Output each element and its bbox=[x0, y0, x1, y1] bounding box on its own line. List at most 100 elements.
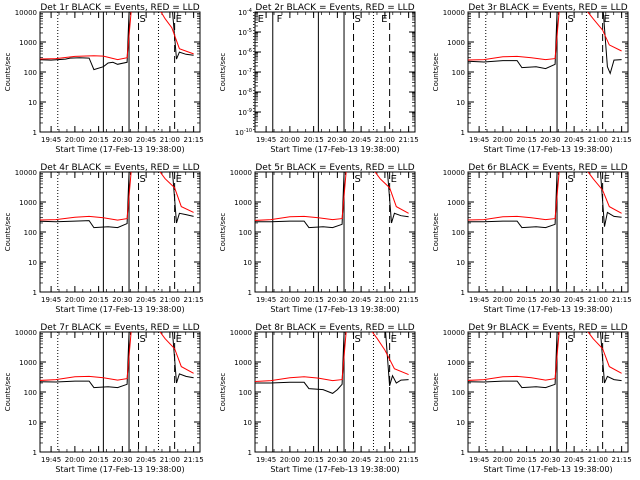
y-tick-label: 10 bbox=[456, 259, 465, 267]
detector-panel-9: Det 9r BLACK = Events, RED = LLD Start Ti… bbox=[432, 323, 632, 474]
y-axis-label: Counts/sec bbox=[432, 213, 440, 252]
events-series-line bbox=[40, 172, 194, 229]
plot-frame bbox=[467, 171, 629, 293]
y-axis-label: Counts/sec bbox=[219, 53, 227, 92]
y-tick-label: 10 bbox=[243, 259, 252, 267]
time-marker-label: S bbox=[140, 334, 146, 345]
x-tick-label: 19:45 bbox=[41, 296, 61, 304]
panel-title: Det 6r BLACK = Events, RED = LLD bbox=[468, 163, 627, 173]
y-tick-label: 100 bbox=[24, 69, 37, 77]
x-axis-label: Start Time (17-Feb-13 19:38:00) bbox=[483, 305, 612, 314]
x-axis-label: Start Time (17-Feb-13 19:38:00) bbox=[270, 305, 399, 314]
panel-title: Det 9r BLACK = Events, RED = LLD bbox=[468, 323, 627, 333]
events-series-line bbox=[468, 332, 622, 389]
x-tick-label: 21:15 bbox=[399, 456, 419, 464]
panel-title: Det 1r BLACK = Events, RED = LLD bbox=[40, 3, 199, 13]
y-tick-label: 1000 bbox=[234, 359, 252, 367]
x-tick-label: 20:45 bbox=[564, 296, 584, 304]
x-tick-label: 20:30 bbox=[112, 136, 132, 144]
x-tick-label: 19:45 bbox=[41, 456, 61, 464]
y-tick-label: 10-7 bbox=[238, 68, 252, 77]
x-axis-label: Start Time (17-Feb-13 19:38:00) bbox=[55, 465, 184, 474]
y-tick-label: 10 bbox=[28, 259, 37, 267]
x-tick-label: 19:45 bbox=[469, 456, 489, 464]
plot-frame bbox=[39, 331, 201, 453]
x-tick-label: 20:15 bbox=[89, 296, 109, 304]
x-tick-label: 20:45 bbox=[564, 456, 584, 464]
y-tick-label: 10 bbox=[243, 419, 252, 427]
y-tick-label: 100 bbox=[239, 389, 252, 397]
x-tick-label: 20:15 bbox=[517, 456, 537, 464]
events-series-line bbox=[255, 172, 409, 229]
time-marker-label: E bbox=[391, 174, 397, 185]
lld-series-line bbox=[468, 12, 622, 61]
y-tick-label: 10 bbox=[28, 419, 37, 427]
x-tick-label: 20:15 bbox=[304, 136, 324, 144]
y-tick-label: 10 bbox=[456, 99, 465, 107]
y-tick-base: 10 bbox=[238, 29, 247, 37]
x-tick-label: 20:00 bbox=[493, 296, 513, 304]
y-tick-label: 10000 bbox=[443, 169, 465, 177]
y-tick-label: 10-5 bbox=[238, 28, 252, 37]
y-tick-label: 10000 bbox=[15, 9, 37, 17]
x-tick-label: 21:00 bbox=[160, 296, 180, 304]
y-tick-exponent: -9 bbox=[247, 108, 252, 114]
y-tick-label: 1000 bbox=[447, 359, 465, 367]
series-group bbox=[40, 332, 194, 389]
x-tick-label: 21:15 bbox=[399, 136, 419, 144]
y-tick-base: 10 bbox=[238, 69, 247, 77]
y-tick-label: 10 bbox=[456, 419, 465, 427]
y-tick-label: 10-10 bbox=[235, 128, 252, 137]
detector-panel-4: Det 4r BLACK = Events, RED = LLD Start Ti… bbox=[4, 163, 204, 314]
events-series-line bbox=[468, 12, 622, 75]
y-tick-label: 1000 bbox=[19, 359, 37, 367]
lld-series-line bbox=[255, 172, 409, 221]
x-tick-label: 21:00 bbox=[588, 296, 608, 304]
x-tick-label: 20:30 bbox=[540, 136, 560, 144]
y-tick-base: 10 bbox=[238, 9, 247, 17]
x-tick-label: 20:15 bbox=[304, 456, 324, 464]
y-tick-label: 100 bbox=[239, 229, 252, 237]
y-tick-label: 1 bbox=[248, 449, 252, 457]
x-tick-label: 20:00 bbox=[280, 136, 300, 144]
events-series-line bbox=[255, 332, 409, 394]
x-tick-label: 20:00 bbox=[65, 136, 85, 144]
x-tick-label: 20:30 bbox=[112, 456, 132, 464]
detector-panel-6: Det 6r BLACK = Events, RED = LLD Start Ti… bbox=[432, 163, 632, 314]
x-tick-label: 21:15 bbox=[184, 456, 204, 464]
y-axis-label: Counts/sec bbox=[4, 373, 12, 412]
time-marker-label: E bbox=[391, 334, 397, 345]
x-tick-label: 21:15 bbox=[612, 456, 632, 464]
x-axis-label: Start Time (17-Feb-13 19:38:00) bbox=[483, 465, 612, 474]
events-series-line bbox=[468, 172, 622, 229]
x-tick-label: 21:15 bbox=[184, 296, 204, 304]
y-tick-label: 1 bbox=[33, 289, 37, 297]
time-marker-label: E bbox=[604, 174, 610, 185]
x-axis-label: Start Time (17-Feb-13 19:38:00) bbox=[270, 145, 399, 154]
plot-frame bbox=[254, 11, 416, 133]
x-tick-label: 19:45 bbox=[256, 456, 276, 464]
series-group bbox=[468, 12, 622, 75]
y-tick-base: 10 bbox=[238, 89, 247, 97]
x-tick-label: 20:45 bbox=[136, 456, 156, 464]
time-marker-label: S bbox=[568, 14, 574, 25]
y-tick-label: 1 bbox=[33, 449, 37, 457]
y-tick-base: 10 bbox=[238, 49, 247, 57]
y-tick-label: 1 bbox=[461, 289, 465, 297]
x-tick-label: 20:30 bbox=[327, 136, 347, 144]
y-axis-label: Counts/sec bbox=[219, 213, 227, 252]
time-marker-label: S bbox=[355, 14, 361, 25]
y-tick-exponent: -6 bbox=[247, 48, 252, 54]
x-tick-label: 21:00 bbox=[160, 136, 180, 144]
lld-series-line bbox=[468, 172, 622, 221]
y-tick-exponent: -7 bbox=[247, 68, 252, 74]
detector-panel-8: Det 8r BLACK = Events, RED = LLD Start Ti… bbox=[219, 323, 419, 474]
y-tick-label: 1000 bbox=[19, 39, 37, 47]
time-marker-label: E bbox=[176, 14, 182, 25]
x-tick-label: 20:45 bbox=[136, 296, 156, 304]
detector-panel-2: Det 2r BLACK = Events, RED = LLD Start Ti… bbox=[219, 3, 419, 154]
series-group bbox=[255, 332, 409, 394]
time-marker-label: S bbox=[355, 334, 361, 345]
x-tick-label: 20:45 bbox=[136, 136, 156, 144]
